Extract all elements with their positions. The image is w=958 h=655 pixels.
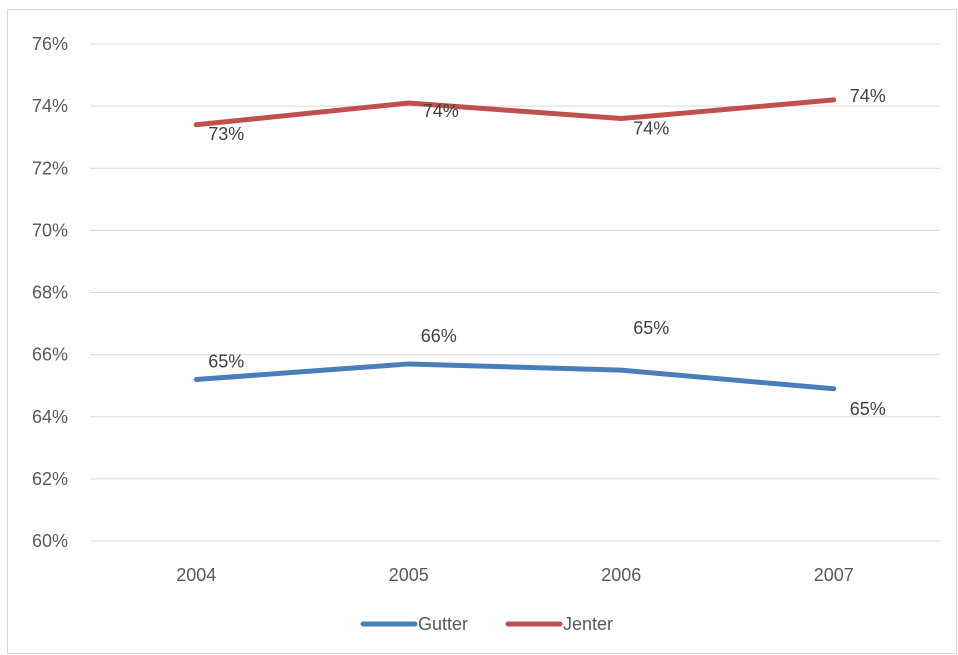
y-tick-label: 66% bbox=[32, 345, 68, 365]
data-labels: 65% 66% 65% 65% 73% 74% 74% 74% bbox=[208, 86, 886, 419]
chart-container bbox=[7, 9, 957, 654]
data-label: 65% bbox=[633, 318, 669, 338]
data-label: 66% bbox=[421, 326, 457, 346]
y-tick-label: 60% bbox=[32, 531, 68, 551]
data-label: 74% bbox=[633, 119, 669, 139]
legend-label-gutter: Gutter bbox=[418, 614, 468, 634]
x-tick-label: 2005 bbox=[389, 565, 429, 585]
x-tick-label: 2006 bbox=[601, 565, 641, 585]
series-line-jenter bbox=[193, 97, 837, 128]
gridlines bbox=[90, 43, 940, 542]
y-tick-label: 74% bbox=[32, 96, 68, 116]
y-tick-label: 62% bbox=[32, 469, 68, 489]
x-tick-label: 2004 bbox=[176, 565, 216, 585]
x-tick-label: 2007 bbox=[814, 565, 854, 585]
data-label: 65% bbox=[208, 351, 244, 371]
data-label: 74% bbox=[850, 86, 886, 106]
y-tick-label: 76% bbox=[32, 34, 68, 54]
data-label: 65% bbox=[850, 399, 886, 419]
y-tick-label: 64% bbox=[32, 407, 68, 427]
y-tick-label: 72% bbox=[32, 158, 68, 178]
data-label: 74% bbox=[423, 101, 459, 121]
data-label: 73% bbox=[208, 124, 244, 144]
y-tick-label: 70% bbox=[32, 220, 68, 240]
x-axis-ticks: 2004 2005 2006 2007 bbox=[176, 565, 854, 585]
y-axis-ticks: 60% 62% 64% 66% 68% 70% 72% 74% 76% bbox=[32, 34, 68, 551]
y-tick-label: 68% bbox=[32, 283, 68, 303]
series-line-gutter bbox=[193, 361, 837, 392]
legend-label-jenter: Jenter bbox=[563, 614, 613, 634]
series-lines bbox=[193, 97, 837, 392]
legend: Gutter Jenter bbox=[360, 614, 613, 634]
